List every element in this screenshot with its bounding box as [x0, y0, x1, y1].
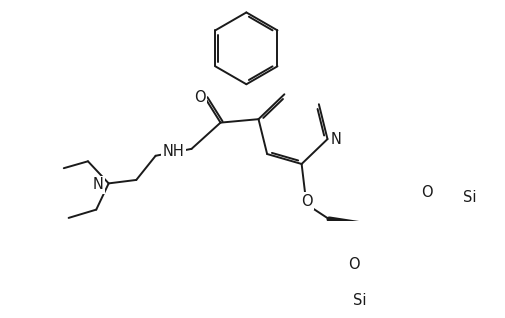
Text: Si: Si: [353, 293, 367, 308]
Text: N: N: [92, 177, 103, 192]
Text: O: O: [301, 194, 313, 209]
Text: O: O: [348, 257, 360, 272]
Text: Si: Si: [463, 190, 477, 204]
Text: O: O: [194, 90, 206, 105]
Text: N: N: [331, 132, 342, 147]
Text: NH: NH: [163, 144, 185, 159]
Text: O: O: [422, 185, 433, 200]
